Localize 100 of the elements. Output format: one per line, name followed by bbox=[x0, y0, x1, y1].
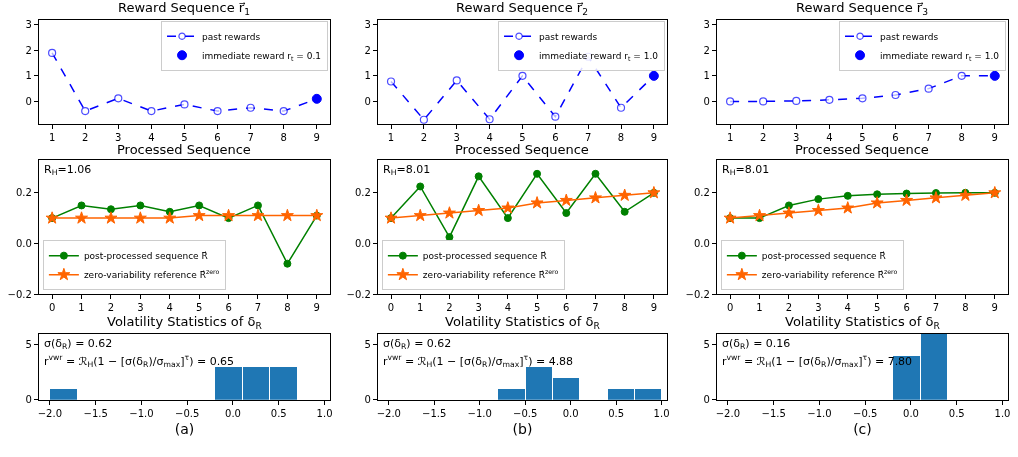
x-tick-label: 3 bbox=[453, 132, 460, 144]
y-tick-label: −0.2 bbox=[346, 288, 371, 300]
x-tick-label: 6 bbox=[903, 302, 910, 314]
x-tick-label: 4 bbox=[826, 132, 833, 144]
legend-label: zero-variability reference R⃗$^{zero}$ bbox=[422, 268, 559, 281]
legend-label: post-processed sequence R⃗ bbox=[83, 250, 208, 262]
x-tick-label: 9 bbox=[650, 302, 658, 314]
x-tick-label: 6 bbox=[892, 132, 899, 144]
x-tick-label: 9 bbox=[650, 132, 658, 144]
legend-label: immediate reward r$_{t}$ = 0.1 bbox=[202, 50, 322, 62]
x-tick-label: 0 bbox=[48, 302, 56, 314]
x-tick-label: −0.5 bbox=[853, 407, 878, 419]
x-tick-label: 1 bbox=[417, 302, 424, 314]
x-tick-label: −2.0 bbox=[715, 407, 741, 419]
x-axis-title: (c) bbox=[853, 420, 872, 437]
y-tick-label: 0.0 bbox=[354, 237, 371, 249]
x-tick-label: 6 bbox=[552, 132, 559, 144]
y-tick-label: 1 bbox=[703, 70, 710, 82]
x-tick-label: 8 bbox=[621, 302, 628, 314]
x-tick-label: 5 bbox=[533, 302, 541, 314]
x-tick-label: 8 bbox=[962, 302, 969, 314]
x-tick-label: −1.0 bbox=[467, 407, 492, 419]
y-tick-label: 3 bbox=[364, 19, 371, 31]
legend-label: zero-variability reference R⃗$^{zero}$ bbox=[83, 268, 220, 281]
x-tick-label: 0 bbox=[726, 302, 734, 314]
x-tick-label: −1.0 bbox=[129, 407, 154, 419]
y-tick-label: 0 bbox=[364, 95, 371, 107]
x-tick-label: 0.5 bbox=[948, 407, 965, 419]
x-tick-label: −1.5 bbox=[422, 407, 447, 419]
x-tick-label: 4 bbox=[148, 132, 155, 144]
x-axis-title: (b) bbox=[512, 420, 533, 437]
x-tick-label: 1 bbox=[726, 132, 734, 144]
x-tick-label: 0.5 bbox=[270, 407, 287, 419]
annotation: σ(δ$_{R}$) = 0.62 bbox=[44, 337, 113, 352]
y-tick-label: 5 bbox=[364, 339, 371, 351]
chart-title: Reward Sequence r⃗$_{1}$ bbox=[118, 0, 250, 17]
x-tick-label: 7 bbox=[932, 302, 940, 314]
x-tick-label: 9 bbox=[313, 302, 320, 314]
x-tick-label: 9 bbox=[991, 302, 998, 314]
x-tick-label: 3 bbox=[137, 302, 144, 314]
x-tick-label: 5 bbox=[181, 132, 188, 144]
y-tick-label: 0 bbox=[703, 95, 710, 107]
x-tick-label: 0.5 bbox=[608, 407, 625, 419]
chart-title: Reward Sequence r⃗$_{3}$ bbox=[796, 0, 929, 17]
x-tick-label: 5 bbox=[195, 302, 203, 314]
y-tick-label: 0.0 bbox=[693, 237, 710, 249]
x-tick-label: 1 bbox=[78, 302, 85, 314]
y-tick-label: 3 bbox=[25, 19, 32, 31]
y-tick-label: 5 bbox=[703, 339, 710, 351]
x-tick-label: 1 bbox=[48, 132, 56, 144]
x-tick-label: 8 bbox=[284, 302, 291, 314]
annotation: R$_{H}$=8.01 bbox=[722, 163, 770, 178]
x-tick-label: 2 bbox=[107, 302, 115, 314]
y-tick-label: 5 bbox=[25, 339, 32, 351]
x-axis-title: (a) bbox=[174, 420, 195, 437]
x-tick-label: 5 bbox=[873, 302, 881, 314]
y-tick-label: 0.0 bbox=[15, 237, 32, 249]
x-tick-label: 9 bbox=[313, 132, 320, 144]
y-tick-label: 0 bbox=[703, 394, 710, 406]
x-tick-label: 4 bbox=[844, 302, 851, 314]
x-tick-label: 8 bbox=[280, 132, 287, 144]
x-tick-label: 5 bbox=[519, 132, 526, 144]
y-tick-label: 1 bbox=[364, 70, 371, 82]
x-tick-label: 4 bbox=[486, 132, 493, 144]
y-tick-label: 0.2 bbox=[15, 187, 32, 199]
legend-label: immediate reward r$_{t}$ = 1.0 bbox=[539, 50, 659, 62]
x-tick-label: 7 bbox=[254, 302, 262, 314]
chart-title: Volatility Statistics of δ$_{R}$ bbox=[445, 314, 601, 331]
x-tick-label: 7 bbox=[584, 132, 592, 144]
x-tick-label: 0.0 bbox=[903, 407, 919, 419]
x-tick-label: 5 bbox=[859, 132, 866, 144]
legend-label: post-processed sequence R⃗ bbox=[422, 250, 547, 262]
x-tick-label: −1.5 bbox=[83, 407, 108, 419]
legend-label: zero-variability reference R⃗$^{zero}$ bbox=[761, 268, 898, 281]
chart-title: Volatility Statistics of δ$_{R}$ bbox=[107, 314, 263, 331]
x-tick-label: −0.5 bbox=[175, 407, 200, 419]
chart-title: Processed Sequence bbox=[117, 142, 251, 157]
legend-label: past rewards bbox=[202, 31, 261, 42]
x-tick-label: 0 bbox=[387, 302, 395, 314]
x-tick-label: 6 bbox=[214, 132, 221, 144]
x-tick-label: 7 bbox=[925, 132, 932, 144]
text: r$^{vwr}$ = ℛ$_{H}$(1 − [σ(δ$_{R}$)/σ$_{max}$]$^{τ}$) = 0.65 bbox=[44, 353, 235, 369]
y-tick-label: 0.2 bbox=[693, 187, 710, 199]
x-tick-label: 3 bbox=[115, 132, 122, 144]
x-tick-label: 2 bbox=[446, 302, 453, 314]
legend-label: past rewards bbox=[880, 31, 939, 42]
chart-title: Reward Sequence r⃗$_{2}$ bbox=[456, 0, 588, 17]
x-tick-label: 8 bbox=[958, 132, 965, 144]
x-tick-label: 6 bbox=[563, 302, 570, 314]
x-tick-label: 2 bbox=[760, 132, 767, 144]
x-tick-label: 2 bbox=[785, 302, 793, 314]
y-tick-label: 2 bbox=[703, 44, 710, 56]
y-tick-label: 0 bbox=[25, 95, 32, 107]
annotation: R$_{H}$=1.06 bbox=[44, 163, 92, 178]
x-tick-label: 7 bbox=[592, 302, 599, 314]
x-tick-label: 3 bbox=[475, 302, 482, 314]
x-tick-label: 7 bbox=[247, 132, 254, 144]
x-tick-label: 3 bbox=[815, 302, 822, 314]
x-tick-label: 8 bbox=[617, 132, 625, 144]
x-tick-label: 4 bbox=[504, 302, 512, 314]
